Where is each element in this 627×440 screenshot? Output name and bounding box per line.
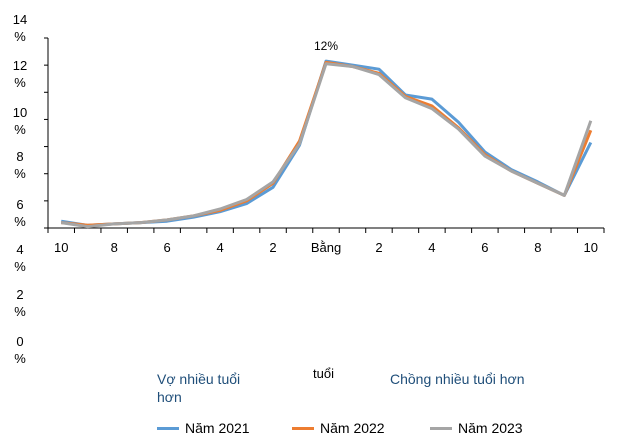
x-tick-label: 2 <box>375 240 382 255</box>
x-tick-labels: 10 8 6 4 2 Bằng 2 4 6 8 10 <box>54 240 598 255</box>
x-tick-label: 4 <box>216 240 223 255</box>
legend-item-2021: Năm 2021 <box>157 420 250 436</box>
series-line-năm-2023 <box>60 62 593 229</box>
x-tick-label: 10 <box>584 240 598 255</box>
axes <box>44 37 605 233</box>
y-tick-label: 4 % <box>14 242 26 274</box>
legend-label-2022: Năm 2022 <box>320 420 385 436</box>
legend-item-2022: Năm 2022 <box>292 420 385 436</box>
peak-annotation: 12% <box>314 39 338 53</box>
x-tick-label: 8 <box>534 240 541 255</box>
series-lines <box>60 59 593 229</box>
x-tick-label: 6 <box>481 240 488 255</box>
legend-swatch-2022 <box>292 426 314 430</box>
x-tick-label: 2 <box>269 240 276 255</box>
legend-item-2023: Năm 2023 <box>430 420 523 436</box>
series-line-năm-2022 <box>61 60 593 227</box>
y-tick-label: 2 % <box>14 287 26 319</box>
legend-label-2023: Năm 2023 <box>458 420 523 436</box>
y-tick-label: 0 % <box>14 334 26 366</box>
x-tick-label: Bằng <box>311 240 341 255</box>
caption-wife-older: Vợ nhiều tuổi hơn <box>157 371 241 405</box>
x-tick-label: 4 <box>428 240 435 255</box>
y-tick-label: 6 % <box>14 197 26 229</box>
annotations: 12% <box>314 39 338 53</box>
caption-husband-older: Chồng nhiều tuổi hơn <box>390 371 525 387</box>
y-tick-label: 8 % <box>14 149 26 181</box>
legend-swatch-2021 <box>157 426 179 430</box>
y-tick-label: 14 % <box>12 12 28 44</box>
caption-age: tuổi <box>313 366 334 381</box>
series-line-năm-2021 <box>60 59 593 227</box>
legend-label-2021: Năm 2021 <box>185 420 250 436</box>
x-tick-label: 8 <box>111 240 118 255</box>
y-tick-label: 10 % <box>12 105 28 137</box>
x-tick-label: 6 <box>164 240 171 255</box>
x-tick-label: 10 <box>54 240 68 255</box>
y-tick-label: 12 % <box>12 58 28 90</box>
legend-swatch-2023 <box>430 426 452 430</box>
